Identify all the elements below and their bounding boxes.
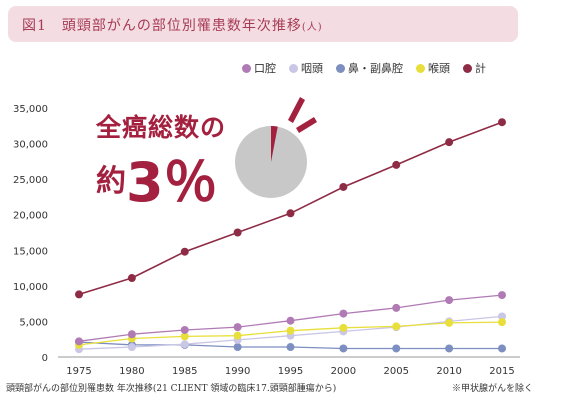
- x-tick-label: 1990: [225, 366, 250, 377]
- x-tick-label: 1995: [278, 366, 303, 377]
- data-point: [180, 340, 189, 349]
- data-point: [180, 325, 189, 334]
- y-tick-label: 0: [42, 353, 48, 364]
- legend-label-total: 計: [475, 62, 486, 75]
- data-point: [75, 290, 83, 299]
- y-tick-label: 20,000: [13, 211, 48, 222]
- x-tick-label: 1980: [119, 366, 144, 377]
- data-point: [392, 344, 401, 353]
- data-point: [233, 323, 242, 332]
- legend-marker-total: [463, 63, 472, 73]
- y-tick-label: 10,000: [13, 282, 48, 293]
- emphasis-mark: [296, 117, 317, 133]
- y-tick-label: 25,000: [13, 175, 48, 186]
- data-point: [339, 323, 348, 332]
- data-point: [286, 343, 295, 352]
- data-point: [233, 228, 242, 237]
- legend-label-pharynx: 咽頭: [301, 62, 323, 75]
- data-point: [286, 326, 295, 335]
- data-point: [445, 344, 454, 353]
- legend-marker-oral: [242, 63, 251, 73]
- legend-item-nasal: 鼻・副鼻腔: [336, 60, 403, 76]
- y-tick-label: 30,000: [13, 140, 48, 151]
- x-tick-label: 1985: [172, 366, 197, 377]
- y-tick-label: 35,000: [13, 104, 48, 115]
- data-point: [286, 209, 295, 218]
- x-tick-label: 2005: [384, 366, 409, 377]
- data-point: [498, 318, 506, 327]
- x-tick-label: 2015: [489, 366, 514, 377]
- chart-title-unit: (人): [301, 22, 323, 33]
- chart-title: 図1 頭頸部がんの部位別罹患数年次推移(人): [22, 15, 323, 35]
- data-point: [180, 332, 189, 341]
- data-point: [445, 138, 454, 147]
- chart-legend: 口腔 咽頭 鼻・副鼻腔 喉頭 計: [242, 60, 486, 76]
- data-point: [127, 330, 136, 339]
- data-point: [180, 247, 189, 256]
- data-point: [339, 344, 348, 353]
- legend-marker-larynx: [416, 63, 425, 73]
- legend-label-oral: 口腔: [254, 62, 276, 75]
- data-point: [392, 160, 401, 169]
- x-tick-label: 2000: [331, 366, 356, 377]
- data-point: [392, 322, 401, 331]
- legend-marker-pharynx: [289, 63, 298, 73]
- pie-slice: [271, 126, 278, 162]
- callout-line1: 全癌総数の: [96, 113, 227, 142]
- x-tick-label: 2010: [436, 366, 461, 377]
- data-point: [498, 291, 506, 300]
- data-point: [286, 316, 295, 325]
- data-point: [392, 303, 401, 312]
- legend-marker-nasal: [336, 63, 345, 73]
- legend-item-larynx: 喉頭: [416, 60, 450, 76]
- data-point: [498, 312, 506, 321]
- legend-label-nasal: 鼻・副鼻腔: [348, 62, 403, 75]
- data-point: [339, 182, 348, 191]
- chart-title-main: 図1 頭頸部がんの部位別罹患数年次推移: [22, 18, 302, 34]
- data-point: [127, 274, 136, 283]
- data-point: [233, 343, 242, 352]
- exclusion-note: ※甲状腺がんを除く: [452, 384, 534, 394]
- y-tick-label: 15,000: [13, 246, 48, 257]
- legend-item-pharynx: 咽頭: [289, 60, 323, 76]
- legend-label-larynx: 喉頭: [428, 62, 450, 75]
- data-point: [445, 296, 454, 305]
- callout-percent: 3％: [126, 151, 218, 214]
- data-point: [233, 331, 242, 340]
- title-banner: 図1 頭頸部がんの部位別罹患数年次推移(人): [8, 6, 518, 42]
- data-point: [498, 118, 506, 127]
- data-point: [127, 343, 136, 352]
- legend-item-oral: 口腔: [242, 60, 276, 76]
- data-point: [339, 309, 348, 318]
- emphasis-mark: [288, 97, 305, 123]
- callout-line2: 約3％: [96, 138, 218, 217]
- data-point: [75, 337, 83, 346]
- data-point: [498, 344, 506, 353]
- legend-item-total: 計: [463, 60, 486, 76]
- y-tick-label: 5,000: [19, 317, 48, 328]
- callout-approx: 約: [96, 164, 126, 199]
- x-tick-label: 1975: [66, 366, 91, 377]
- source-caption: 頭頸部がんの部位別罹患数 年次推移(21 CLIENT 領域の臨床17.頭頸部腫…: [6, 384, 337, 394]
- data-point: [445, 318, 454, 327]
